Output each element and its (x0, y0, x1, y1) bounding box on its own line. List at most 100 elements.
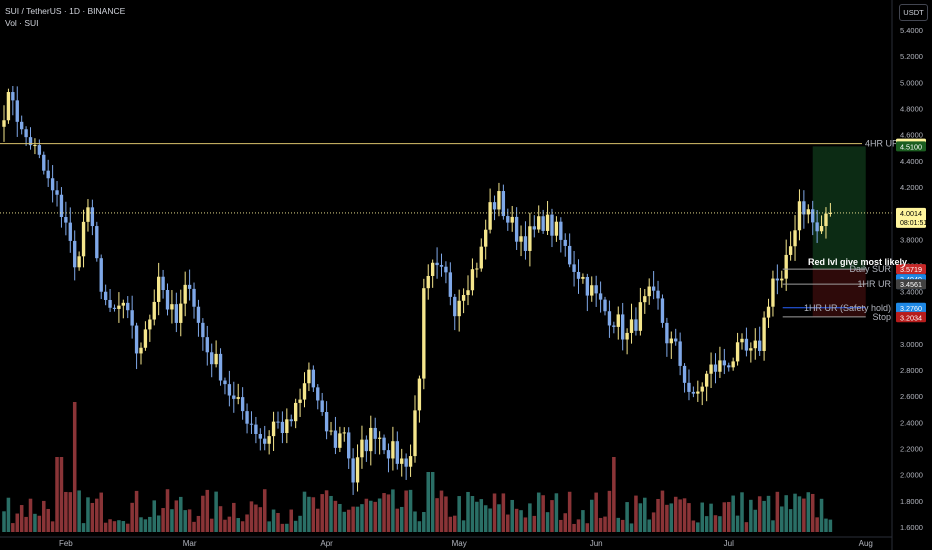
candle (6, 88, 11, 124)
candle-body (643, 296, 647, 303)
candle (240, 387, 245, 420)
candle (585, 273, 590, 312)
volume-bar (541, 495, 545, 532)
candle-body (528, 226, 532, 251)
candle-body (775, 278, 780, 281)
price-tick-label: 3.0000 (900, 340, 923, 349)
candle (338, 426, 342, 453)
volume-bar (550, 500, 554, 532)
candle (501, 184, 506, 220)
price-tick-label: 1.6000 (900, 523, 923, 532)
candle-body (788, 246, 793, 255)
candle (232, 381, 236, 413)
candles (2, 85, 833, 495)
candle-body (165, 289, 170, 310)
candle-body (453, 296, 457, 317)
candle (629, 303, 634, 344)
candle-body (519, 236, 523, 242)
candle-body (126, 302, 130, 311)
candle (2, 105, 6, 142)
candle-body (6, 92, 11, 121)
candle-body (183, 284, 187, 304)
candle (567, 233, 572, 268)
candle (727, 362, 731, 372)
time-tick-label: Aug (859, 539, 873, 548)
candle-body (293, 402, 298, 422)
candle (99, 254, 103, 299)
candle (342, 427, 346, 442)
candle (289, 414, 293, 427)
candle-body (276, 421, 280, 423)
candle (718, 346, 722, 378)
candle (302, 372, 307, 408)
candle-body (245, 411, 249, 424)
candle-body (329, 430, 333, 432)
volume-bar (691, 520, 696, 532)
candle-body (718, 360, 722, 372)
candle (55, 180, 59, 207)
volume-bar (810, 493, 815, 532)
volume-bar (696, 522, 700, 532)
candle-body (121, 302, 125, 306)
price-badge-text: 3.4561 (900, 280, 922, 289)
price-badge: 4.0014 08:01:51 (896, 207, 927, 228)
candle-body (461, 295, 466, 301)
candle (161, 269, 165, 299)
candle-body (771, 278, 775, 307)
candle-body (77, 256, 81, 268)
candle-body (271, 421, 276, 437)
volume-bar (514, 508, 519, 532)
volume-bar (444, 496, 448, 532)
volume-bar (616, 517, 621, 532)
volume-bar (130, 502, 134, 532)
candle (651, 271, 656, 300)
candle (333, 416, 338, 455)
volume-bar (302, 491, 307, 532)
candle (771, 270, 775, 317)
volume-bar (205, 489, 210, 532)
candle-body (33, 145, 37, 147)
candle-body (139, 347, 143, 354)
candle (285, 408, 289, 444)
volume-bar (625, 502, 629, 532)
candle (280, 411, 285, 444)
volume-bar (536, 492, 541, 532)
volume-bar (245, 514, 249, 532)
candle (170, 290, 174, 324)
candle-body (554, 221, 559, 236)
candle (612, 321, 616, 334)
candle (607, 300, 612, 338)
candle-body (258, 434, 262, 439)
chart-title[interactable]: SUI / TetherUS · 1D · BINANCE (5, 6, 126, 16)
volume-bar (289, 509, 294, 532)
candle (320, 392, 324, 416)
candle-body (563, 239, 567, 246)
candle-body (417, 378, 422, 411)
candle-body (682, 365, 687, 383)
candle-body (506, 216, 510, 223)
candle (545, 200, 550, 235)
volume-bar (483, 505, 488, 532)
candle-body (64, 216, 68, 223)
candle (121, 299, 125, 319)
candle (488, 188, 492, 234)
candle-body (828, 212, 833, 214)
price-badges: 4.53084.51004.001408:01:513.57193.49493.… (896, 138, 927, 323)
candle-body (307, 369, 311, 384)
volume-bar (492, 493, 497, 532)
volume-bar (382, 493, 386, 532)
volume-indicator-label[interactable]: Vol · SUI (5, 18, 39, 28)
currency-button[interactable]: USDT (899, 4, 928, 21)
candle (68, 207, 72, 253)
candle (766, 298, 771, 328)
candle (391, 426, 395, 471)
volume-bar (744, 522, 749, 532)
price-line-label: 1HR UR (857, 279, 891, 289)
candle-body (567, 245, 572, 265)
volume-bar (86, 497, 90, 532)
candle (643, 289, 647, 314)
volume-bar (665, 504, 669, 532)
candle (42, 151, 46, 175)
volume-bar (276, 512, 280, 532)
